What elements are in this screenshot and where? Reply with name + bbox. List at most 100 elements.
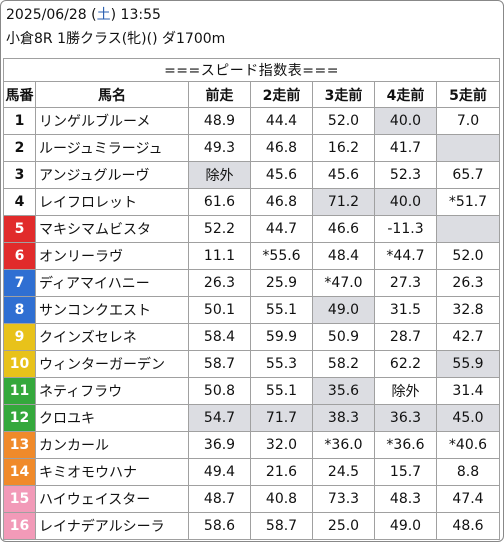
speed-index-cell: 40.0 xyxy=(374,188,437,216)
horse-name: カンカール xyxy=(35,431,189,459)
speed-index-cell: 除外 xyxy=(374,377,437,405)
horse-name: キミオモウハナ xyxy=(35,458,189,486)
speed-index-cell: 8.8 xyxy=(435,458,501,486)
table-row: 11 ネティフラウ 50.8 55.1 35.6 除外 31.4 xyxy=(3,377,501,405)
speed-index-cell: 52.2 xyxy=(188,215,251,243)
speed-index-cell: 55.1 xyxy=(250,377,313,405)
table-row: 1 リンゲルブルーメ 48.9 44.4 52.0 40.0 7.0 xyxy=(3,107,501,135)
table-row: 6 オンリーラヴ 11.1 *55.6 48.4 *44.7 52.0 xyxy=(3,242,501,270)
speed-index-cell: 61.6 xyxy=(188,188,251,216)
horse-name: ウィンターガーデン xyxy=(35,350,189,378)
speed-index-cell: 25.0 xyxy=(312,512,375,540)
speed-index-cell: 48.6 xyxy=(435,512,501,540)
speed-index-cell: 58.4 xyxy=(188,323,251,351)
horse-name: サンコンクエスト xyxy=(35,296,189,324)
horse-number: 6 xyxy=(3,242,36,270)
speed-index-cell: 26.3 xyxy=(188,269,251,297)
horse-name: マキシマムビスタ xyxy=(35,215,189,243)
speed-index-cell: 47.4 xyxy=(435,485,501,513)
horse-number: 7 xyxy=(3,269,36,297)
race-time: ) 13:55 xyxy=(110,7,161,23)
speed-index-cell: 26.3 xyxy=(435,269,501,297)
horse-number: 5 xyxy=(3,215,36,243)
horse-number: 16 xyxy=(3,512,36,540)
speed-index-cell: *55.6 xyxy=(250,242,313,270)
speed-index-cell: 50.1 xyxy=(188,296,251,324)
col-header-4th: 4走前 xyxy=(374,81,437,108)
table-row: 3 アンジュグルーヴ 除外 45.6 45.6 52.3 65.7 xyxy=(3,161,501,189)
speed-index-cell: 55.9 xyxy=(435,350,501,378)
horse-number: 9 xyxy=(3,323,36,351)
speed-index-cell: 40.8 xyxy=(250,485,313,513)
speed-index-cell: 15.7 xyxy=(374,458,437,486)
speed-index-cell: 24.5 xyxy=(312,458,375,486)
speed-index-cell: 48.7 xyxy=(188,485,251,513)
race-info: 小倉8R 1勝クラス(牝)() ダ1700m xyxy=(6,31,226,47)
speed-index-cell: 49.4 xyxy=(188,458,251,486)
col-header-2nd: 2走前 xyxy=(250,81,313,108)
col-header-name: 馬名 xyxy=(35,81,189,108)
race-datetime: 2025/06/28 (土) 13:55 xyxy=(6,6,161,24)
speed-index-cell: 7.0 xyxy=(435,107,501,135)
speed-index-cell: 48.4 xyxy=(312,242,375,270)
speed-index-cell: 58.6 xyxy=(188,512,251,540)
speed-index-cell: 35.6 xyxy=(312,377,375,405)
speed-index-cell xyxy=(435,134,501,162)
speed-index-cell: 52.3 xyxy=(374,161,437,189)
speed-index-cell: 46.8 xyxy=(250,188,313,216)
speed-index-cell: 50.8 xyxy=(188,377,251,405)
horse-number: 10 xyxy=(3,350,36,378)
speed-index-cell: 49.3 xyxy=(188,134,251,162)
horse-name: ディアマイハニー xyxy=(35,269,189,297)
speed-index-cell: 32.0 xyxy=(250,431,313,459)
speed-index-table: ===スピード指数表=== 馬番 馬名 前走 2走前 3走前 4走前 5走前 1… xyxy=(2,58,501,540)
horse-number: 14 xyxy=(3,458,36,486)
horse-name: クロユキ xyxy=(35,404,189,432)
horse-number: 8 xyxy=(3,296,36,324)
speed-index-cell: 16.2 xyxy=(312,134,375,162)
col-header-5th: 5走前 xyxy=(435,81,501,108)
speed-index-cell: *36.6 xyxy=(374,431,437,459)
speed-index-cell: 52.0 xyxy=(312,107,375,135)
table-header-row: 馬番 馬名 前走 2走前 3走前 4走前 5走前 xyxy=(3,81,501,108)
col-header-3rd: 3走前 xyxy=(312,81,375,108)
speed-index-cell: 36.3 xyxy=(374,404,437,432)
speed-index-cell: 除外 xyxy=(188,161,251,189)
table-row: 5 マキシマムビスタ 52.2 44.7 46.6 -11.3 xyxy=(3,215,501,243)
speed-index-cell: 11.1 xyxy=(188,242,251,270)
speed-index-cell: 31.4 xyxy=(435,377,501,405)
speed-index-cell: 44.7 xyxy=(250,215,313,243)
speed-index-cell: 58.7 xyxy=(250,512,313,540)
speed-index-cell: *36.0 xyxy=(312,431,375,459)
table-row: 13 カンカール 36.9 32.0 *36.0 *36.6 *40.6 xyxy=(3,431,501,459)
dow-open: ( xyxy=(86,7,97,23)
horse-name: ハイウェイスター xyxy=(35,485,189,513)
speed-index-cell: 58.2 xyxy=(312,350,375,378)
speed-index-cell: 48.9 xyxy=(188,107,251,135)
speed-index-cell: 42.7 xyxy=(435,323,501,351)
horse-number: 4 xyxy=(3,188,36,216)
table-row: 10 ウィンターガーデン 58.7 55.3 58.2 62.2 55.9 xyxy=(3,350,501,378)
speed-index-cell: -11.3 xyxy=(374,215,437,243)
table-row: 8 サンコンクエスト 50.1 55.1 49.0 31.5 32.8 xyxy=(3,296,501,324)
table-title: ===スピード指数表=== xyxy=(2,58,501,82)
horse-number: 13 xyxy=(3,431,36,459)
speed-index-cell: 31.5 xyxy=(374,296,437,324)
table-row: 16 レイナデアルシーラ 58.6 58.7 25.0 49.0 48.6 xyxy=(3,512,501,540)
speed-index-cell: 21.6 xyxy=(250,458,313,486)
speed-index-cell: 45.0 xyxy=(435,404,501,432)
speed-index-cell: 44.4 xyxy=(250,107,313,135)
speed-index-cell: 45.6 xyxy=(312,161,375,189)
race-date: 2025/06/28 xyxy=(6,7,87,23)
speed-index-cell: 32.8 xyxy=(435,296,501,324)
horse-name: レイフロレット xyxy=(35,188,189,216)
speed-index-cell: 54.7 xyxy=(188,404,251,432)
speed-index-cell: 28.7 xyxy=(374,323,437,351)
horse-number: 1 xyxy=(3,107,36,135)
day-of-week: 土 xyxy=(96,7,111,23)
speed-index-cell xyxy=(435,215,501,243)
speed-index-cell: *44.7 xyxy=(374,242,437,270)
speed-index-cell: 52.0 xyxy=(435,242,501,270)
table-row: 14 キミオモウハナ 49.4 21.6 24.5 15.7 8.8 xyxy=(3,458,501,486)
speed-index-cell: 45.6 xyxy=(250,161,313,189)
